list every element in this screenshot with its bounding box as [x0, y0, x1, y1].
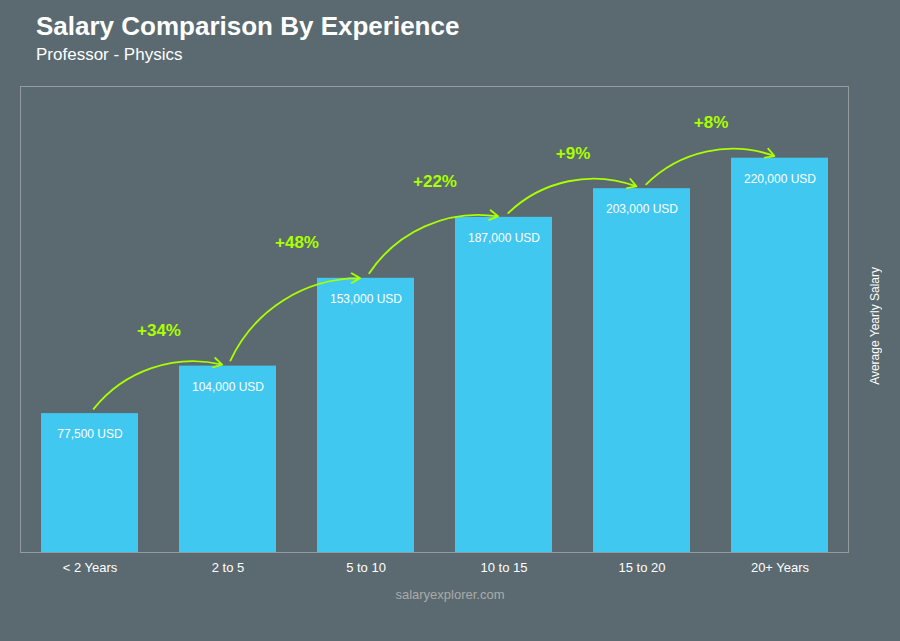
html-text:salaryexplorer.com: salaryexplorer.com [395, 587, 505, 602]
svg-text:203,000 USD: 203,000 USD [606, 202, 678, 216]
svg-text:77,500 USD: 77,500 USD [57, 427, 123, 441]
svg-text:+48%: +48% [275, 233, 319, 252]
svg-text:< 2 Years: < 2 Years [63, 560, 118, 575]
svg-text:+9%: +9% [556, 144, 591, 163]
svg-text:2 to 5: 2 to 5 [212, 560, 245, 575]
svg-text:+22%: +22% [413, 172, 457, 191]
svg-text:153,000 USD: 153,000 USD [330, 292, 402, 306]
svg-text:220,000 USD: 220,000 USD [744, 172, 816, 186]
svg-text:+34%: +34% [137, 321, 181, 340]
svg-text:+8%: +8% [694, 113, 729, 132]
svg-text:187,000 USD: 187,000 USD [468, 231, 540, 245]
html-text:Professor - Physics: Professor - Physics [36, 45, 183, 64]
svg-text:10 to 15: 10 to 15 [481, 560, 528, 575]
html-text:Salary Comparison By Experienc: Salary Comparison By Experience [36, 11, 460, 41]
svg-text:5 to 10: 5 to 10 [346, 560, 386, 575]
svg-text:15 to 20: 15 to 20 [619, 560, 666, 575]
svg-text:20+ Years: 20+ Years [751, 560, 810, 575]
html-text:Average Yearly Salary: Average Yearly Salary [868, 267, 882, 385]
svg-text:104,000 USD: 104,000 USD [192, 380, 264, 394]
